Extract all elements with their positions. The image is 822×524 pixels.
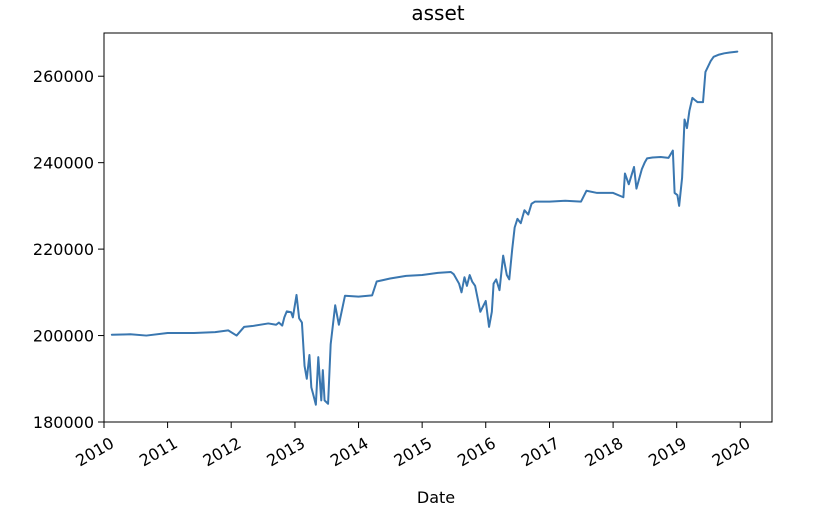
x-axis-label: Date: [417, 488, 455, 507]
y-tick-label: 180000: [33, 413, 94, 432]
series-line-0: [110, 50, 739, 406]
data-layer: [110, 50, 739, 406]
chart-title: asset: [411, 1, 464, 25]
plot-frame: [103, 32, 773, 423]
y-tick-label: 260000: [33, 67, 94, 86]
y-tick-label: 220000: [33, 240, 94, 259]
y-tick-label: 200000: [33, 327, 94, 346]
y-axis: 180000 200000 220000 240000 260000: [33, 67, 104, 432]
y-tick-label: 240000: [33, 154, 94, 173]
